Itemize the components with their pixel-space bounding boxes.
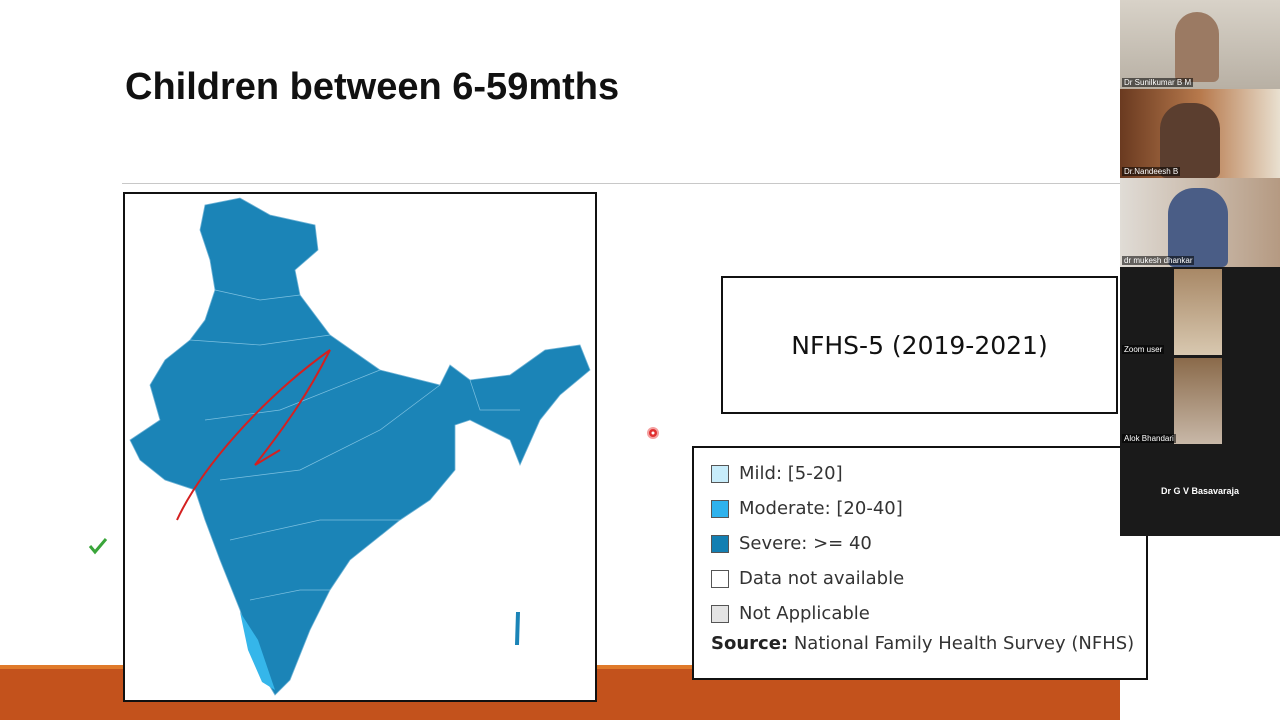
participant-name: Dr.Nandeesh B xyxy=(1122,167,1181,176)
map-shape xyxy=(129,197,591,696)
legend-item: Mild: [5-20] xyxy=(711,456,1146,491)
legend-item: Data not available xyxy=(711,561,1146,596)
participant-video xyxy=(1174,358,1222,444)
video-tile[interactable]: Alok Bhandari xyxy=(1120,356,1280,445)
slide-title: Children between 6-59mths xyxy=(125,66,620,108)
participant-name: Dr G V Basavaraja xyxy=(1160,485,1240,496)
annotation-island xyxy=(515,612,520,645)
participant-name: Zoom user xyxy=(1122,345,1165,354)
source-label: Source: xyxy=(711,633,789,654)
video-tile[interactable]: Dr Sunilkumar B M xyxy=(1120,0,1280,89)
map-frame xyxy=(123,192,597,702)
divider xyxy=(122,183,1120,184)
survey-label-box: NFHS-5 (2019-2021) xyxy=(721,276,1118,414)
legend-swatch xyxy=(711,464,729,483)
survey-label: NFHS-5 (2019-2021) xyxy=(791,330,1048,360)
video-tile[interactable]: Zoom user xyxy=(1120,267,1280,356)
legend-item: Moderate: [20-40] xyxy=(711,491,1146,526)
source: Source: National Family Health Survey (N… xyxy=(711,633,1146,654)
legend-label: Moderate: [20-40] xyxy=(739,498,903,519)
india-map xyxy=(129,197,591,696)
map-region-light xyxy=(240,612,275,690)
video-tile[interactable]: Dr G V Basavaraja xyxy=(1120,445,1280,536)
checkmark xyxy=(88,538,108,555)
annotation-stroke xyxy=(176,349,331,521)
legend-label: Mild: [5-20] xyxy=(739,463,843,484)
legend-item: Not Applicable xyxy=(711,596,1146,631)
legend-swatch xyxy=(711,499,729,518)
participant-video xyxy=(1174,269,1222,355)
legend-swatch xyxy=(711,604,729,623)
legend-swatch xyxy=(711,569,729,588)
participant-figure xyxy=(1175,12,1219,82)
legend-label: Not Applicable xyxy=(739,603,870,624)
participant-name: dr mukesh dhankar xyxy=(1122,256,1195,265)
participant-name: Dr Sunilkumar B M xyxy=(1122,78,1194,87)
participant-figure xyxy=(1160,103,1220,178)
video-tile[interactable]: Dr.Nandeesh B xyxy=(1120,89,1280,178)
legend-swatch xyxy=(711,534,729,553)
source-text: National Family Health Survey (NFHS) xyxy=(793,633,1135,654)
legend-label: Data not available xyxy=(739,568,905,589)
legend-item: Severe: >= 40 xyxy=(711,526,1146,561)
legend: Mild: [5-20] Moderate: [20-40] Severe: >… xyxy=(692,446,1148,680)
participant-name: Alok Bhandari xyxy=(1122,434,1176,443)
map-borders xyxy=(189,289,520,601)
video-tile[interactable]: dr mukesh dhankar xyxy=(1120,178,1280,267)
participant-figure xyxy=(1168,188,1228,267)
participants-panel: Dr Sunilkumar B M Dr.Nandeesh B dr mukes… xyxy=(1120,0,1280,536)
legend-label: Severe: >= 40 xyxy=(739,533,872,554)
pointer-dot xyxy=(647,427,659,439)
